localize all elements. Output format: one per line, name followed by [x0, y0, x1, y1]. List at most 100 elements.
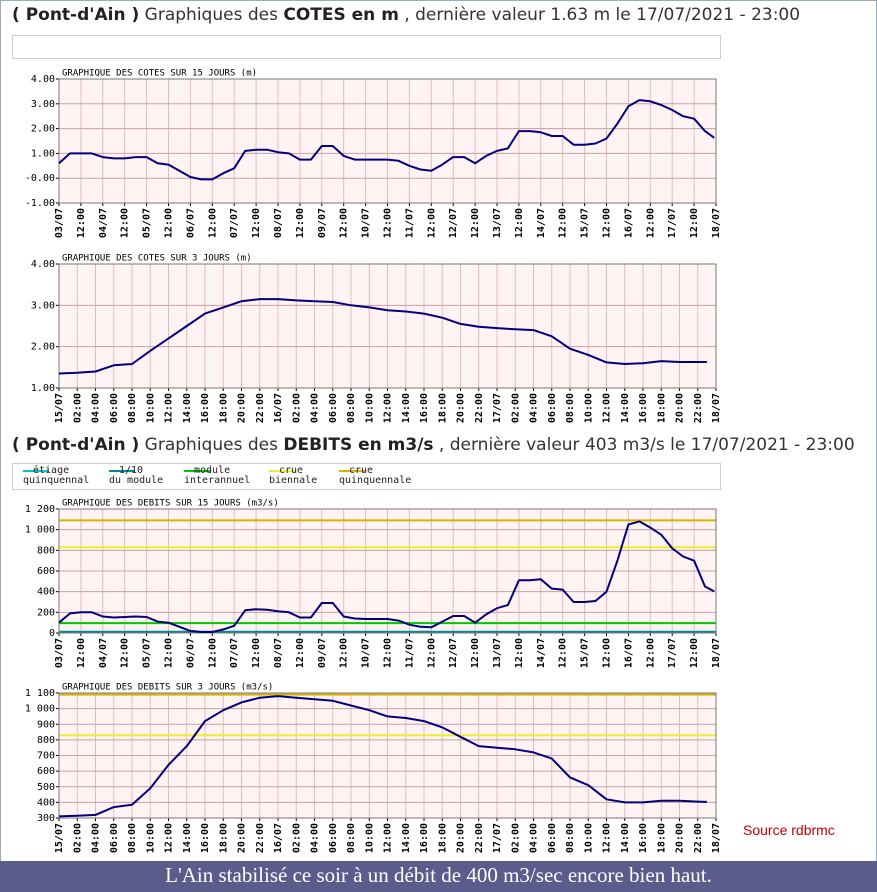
x-tick-label: 12:00: [558, 208, 569, 238]
y-tick-label: 1 200: [25, 504, 55, 515]
x-tick-label: 13/07: [492, 208, 503, 238]
x-tick-label: 10:00: [583, 823, 594, 853]
x-tick-label: 12:00: [602, 393, 613, 423]
y-tick-label: 500: [37, 782, 55, 793]
x-tick-label: 18:00: [218, 393, 229, 423]
x-tick-label: 12:00: [76, 638, 87, 668]
legend-swatch: [109, 470, 135, 472]
y-tick-label: 1 000: [25, 525, 55, 536]
x-tick-label: 17/07: [667, 208, 678, 238]
x-tick-label: 14:00: [620, 823, 631, 853]
y-tick-label: 600: [37, 766, 55, 777]
x-tick-label: 08/07: [273, 208, 284, 238]
x-tick-label: 06:00: [547, 393, 558, 423]
empty-box: [12, 35, 721, 59]
x-tick-label: 11/07: [404, 208, 415, 238]
x-tick-label: 12:00: [251, 638, 262, 668]
plot-frame: [58, 508, 717, 634]
x-tick-label: 08:00: [565, 823, 576, 853]
x-tick-label: 06:00: [328, 393, 339, 423]
x-tick-label: 16:00: [419, 823, 430, 853]
x-tick-label: 12:00: [295, 638, 306, 668]
x-tick-label: 15/07: [580, 638, 591, 668]
place: ( Pont-d'Ain ): [12, 5, 140, 25]
x-tick-label: 14:00: [401, 823, 412, 853]
y-tick-label: 700: [37, 751, 55, 762]
y-tick-label: 400: [37, 587, 55, 598]
x-tick-label: 08:00: [346, 823, 357, 853]
y-tick-label: 900: [37, 719, 55, 730]
x-tick-label: 02:00: [291, 393, 302, 423]
x-tick-label: 17/07: [667, 638, 678, 668]
x-tick-label: 12:00: [251, 208, 262, 238]
legend: étiage quinquennal 1/10 du module module inte…: [12, 463, 721, 490]
x-tick-label: 22:00: [255, 393, 266, 423]
x-tick-label: 18/07: [711, 393, 722, 423]
x-tick-label: 07/07: [229, 208, 240, 238]
y-tick-label: 4.00: [31, 74, 55, 85]
x-tick-label: 16:00: [200, 393, 211, 423]
x-tick-label: 06:00: [109, 823, 120, 853]
x-tick-label: 06:00: [328, 823, 339, 853]
x-tick-label: 04/07: [98, 638, 109, 668]
plot-frame: [58, 263, 717, 389]
x-tick-label: 05/07: [142, 208, 153, 238]
x-tick-label: 14:00: [620, 393, 631, 423]
x-tick-label: 16/07: [273, 393, 284, 423]
x-tick-label: 12:00: [602, 638, 613, 668]
data-line: [58, 99, 715, 181]
chart-title: GRAPHIQUE DES DEBITS SUR 3 JOURS (m3/s): [62, 683, 273, 693]
x-tick-label: 09/07: [317, 208, 328, 238]
x-tick-label: 16:00: [419, 393, 430, 423]
y-tick-label: 3.00: [31, 99, 55, 110]
y-tick-label: 1 000: [25, 704, 55, 715]
x-tick-label: 02:00: [291, 823, 302, 853]
y-tick-label: 800: [37, 545, 55, 556]
x-tick-label: 06:00: [547, 823, 558, 853]
data-line: [58, 520, 715, 633]
x-tick-label: 14:00: [182, 393, 193, 423]
x-tick-label: 18:00: [437, 393, 448, 423]
data-line: [58, 298, 707, 375]
x-tick-label: 20:00: [456, 823, 467, 853]
x-tick-label: 09/07: [317, 638, 328, 668]
x-tick-label: 12:00: [689, 208, 700, 238]
x-tick-label: 08:00: [127, 823, 138, 853]
text: , dernière valeur 403 m3/s le 17/07/2021…: [433, 435, 855, 455]
y-tick-label: 1.00: [31, 148, 55, 159]
x-tick-label: 12:00: [339, 208, 350, 238]
x-tick-label: 18/07: [711, 638, 722, 668]
y-tick-label: 4.00: [31, 259, 55, 270]
x-tick-label: 12:00: [383, 393, 394, 423]
x-tick-label: 15/07: [580, 208, 591, 238]
x-tick-label: 12:00: [295, 208, 306, 238]
x-tick-label: 22:00: [255, 823, 266, 853]
x-tick-label: 04:00: [310, 393, 321, 423]
x-tick-label: 12:00: [383, 823, 394, 853]
x-tick-label: 13/07: [492, 638, 503, 668]
x-tick-label: 12:00: [339, 638, 350, 668]
x-tick-label: 18:00: [656, 393, 667, 423]
caption: L'Ain stabilisé ce soir à un débit de 40…: [0, 861, 877, 892]
x-tick-label: 12:00: [383, 208, 394, 238]
x-tick-label: 14/07: [536, 208, 547, 238]
x-tick-label: 20:00: [237, 393, 248, 423]
y-tick-label: -0.00: [25, 173, 55, 184]
charts: 03/07 12:00 04/07 12:00 05/07 12:00 06/07 12:00…: [25, 69, 722, 854]
y-tick-label: -1.00: [25, 198, 55, 209]
legend-label: biennale: [269, 475, 318, 486]
plot-frame: [58, 692, 717, 819]
y-tick-label: 1 100: [25, 688, 55, 699]
place: ( Pont-d'Ain ): [12, 435, 140, 455]
x-tick-label: 08:00: [346, 393, 357, 423]
x-tick-label: 12:00: [164, 823, 175, 853]
x-tick-label: 18/07: [711, 823, 722, 853]
x-tick-label: 17/07: [492, 393, 503, 423]
y-tick-label: 2.00: [31, 342, 55, 353]
x-tick-label: 22:00: [693, 823, 704, 853]
y-tick-label: 2.00: [31, 124, 55, 135]
x-tick-label: 22:00: [693, 393, 704, 423]
x-tick-label: 16:00: [200, 823, 211, 853]
x-tick-label: 04:00: [529, 823, 540, 853]
legend-swatch: [23, 470, 49, 472]
